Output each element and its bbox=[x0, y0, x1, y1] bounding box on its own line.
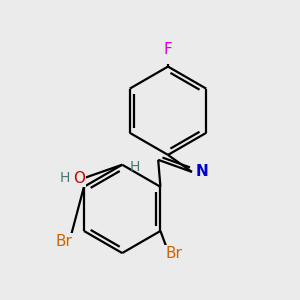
Text: H: H bbox=[130, 160, 140, 174]
Text: F: F bbox=[164, 42, 172, 57]
Text: O: O bbox=[73, 171, 85, 186]
Text: Br: Br bbox=[165, 246, 182, 261]
Text: Br: Br bbox=[56, 234, 73, 249]
Text: H: H bbox=[59, 172, 70, 185]
Text: N: N bbox=[195, 164, 208, 179]
